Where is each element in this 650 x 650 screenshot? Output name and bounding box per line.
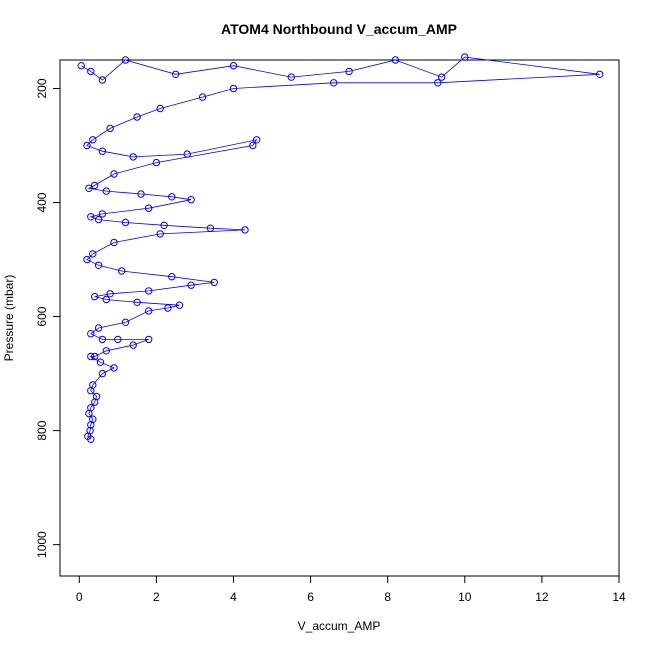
data-point: [87, 387, 95, 395]
data-point: [91, 181, 99, 190]
data-point: [87, 352, 95, 361]
y-tick-label: 600: [35, 306, 49, 326]
plot-frame: [59, 59, 620, 577]
data-point: [249, 141, 257, 150]
data-point: [175, 301, 184, 309]
data-point: [110, 364, 118, 372]
data-point: [172, 70, 180, 79]
data-point: [156, 230, 164, 238]
data-point: [102, 187, 111, 195]
data-point: [121, 318, 130, 326]
data-point: [391, 56, 400, 64]
x-tick-label: 6: [307, 590, 314, 604]
data-point: [206, 224, 215, 232]
data-point: [110, 170, 118, 178]
data-point: [345, 67, 353, 76]
data-point: [85, 409, 93, 418]
data-point: [156, 104, 164, 113]
y-tick-label: 200: [35, 78, 49, 98]
data-point: [94, 215, 103, 224]
data-point: [91, 352, 99, 361]
data-point: [168, 193, 176, 201]
data-point: [102, 295, 111, 304]
data-point: [98, 210, 107, 218]
data-point: [145, 307, 153, 315]
data-point: [110, 238, 118, 247]
data-point: [160, 221, 168, 230]
data-point: [89, 136, 97, 144]
data-point: [241, 226, 249, 234]
data-point: [87, 435, 95, 443]
data-point: [83, 255, 91, 264]
data-point: [438, 73, 446, 81]
data-point: [91, 398, 99, 406]
data-point: [164, 304, 172, 312]
data-point: [330, 79, 338, 87]
data-point: [252, 136, 261, 144]
data-point: [91, 292, 99, 301]
data-point: [168, 273, 176, 281]
data-point: [77, 61, 85, 70]
data-point: [287, 73, 295, 81]
data-point: [94, 261, 103, 269]
data-point: [98, 335, 107, 344]
data-point: [121, 56, 130, 64]
y-axis-label: Pressure (mbar): [2, 275, 16, 362]
data-point: [118, 267, 126, 275]
x-tick-label: 12: [535, 590, 549, 604]
x-tick-label: 8: [384, 590, 391, 604]
data-point: [461, 53, 469, 61]
data-point: [129, 153, 137, 161]
data-point: [98, 369, 107, 378]
series-line: [80, 56, 600, 440]
data-point: [89, 250, 97, 258]
data-point: [106, 290, 114, 298]
data-series: [77, 53, 604, 443]
data-point: [129, 341, 137, 349]
data-point: [152, 158, 161, 167]
data-point: [94, 324, 103, 332]
data-point: [87, 67, 95, 76]
data-point: [87, 213, 95, 221]
data-point: [83, 141, 91, 150]
data-point: [434, 79, 442, 87]
data-point: [137, 190, 145, 198]
data-point: [145, 204, 153, 212]
data-point: [133, 298, 141, 306]
data-point: [96, 358, 105, 366]
data-point: [187, 281, 195, 289]
data-point: [198, 93, 207, 101]
x-axis: 0 2 4 6 8 10 12 14: [76, 576, 626, 604]
data-point: [106, 124, 114, 133]
x-tick-label: 10: [458, 590, 472, 604]
x-axis-label: V_accum_AMP: [298, 619, 381, 633]
chart-title: ATOM4 Northbound V_accum_AMP: [221, 21, 457, 37]
x-tick-label: 4: [230, 590, 237, 604]
data-point: [98, 76, 107, 84]
y-axis: 200 400 600 800 1000: [35, 78, 60, 558]
data-point: [98, 147, 107, 155]
data-point: [85, 184, 93, 193]
x-tick-label: 0: [76, 590, 83, 604]
data-point: [87, 421, 95, 429]
data-point: [102, 347, 111, 355]
data-point: [596, 70, 604, 79]
data-point: [183, 150, 191, 158]
data-point: [187, 196, 195, 204]
data-point: [145, 335, 153, 344]
data-point: [210, 278, 218, 287]
x-tick-label: 2: [153, 590, 160, 604]
data-point: [121, 218, 130, 227]
data-point: [114, 335, 122, 344]
data-point: [229, 61, 238, 70]
data-point: [133, 113, 141, 121]
data-point: [145, 287, 153, 295]
x-tick-label: 14: [612, 590, 626, 604]
data-point: [229, 84, 238, 93]
y-tick-label: 1000: [35, 531, 49, 558]
data-point: [87, 330, 95, 338]
y-tick-label: 800: [35, 420, 49, 440]
y-tick-label: 400: [35, 192, 49, 212]
